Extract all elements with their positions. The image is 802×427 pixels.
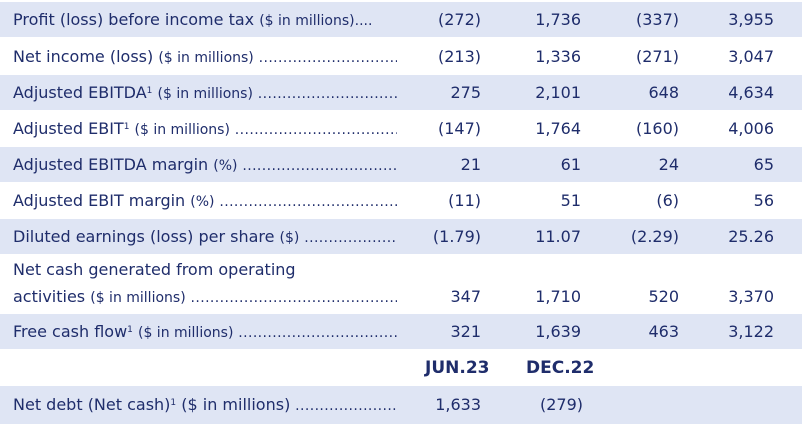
cell-value: (337) <box>635 10 679 29</box>
table-row: Adjusted EBITDA1 ($ in millions) 275 2,1… <box>0 75 802 110</box>
cell-value: 56 <box>753 191 774 210</box>
table-row: Adjusted EBIT1 ($ in millions) (147) 1,7… <box>0 111 802 146</box>
cell-value: (272) <box>437 10 481 29</box>
row-label: Free cash flow1 ($ in millions) <box>13 322 397 343</box>
cell-value: (2.29) <box>630 227 679 246</box>
column-header: JUN.23 <box>425 358 490 378</box>
column-header-row: JUN.23 DEC.22 <box>0 350 802 385</box>
cell-value: 463 <box>648 322 679 341</box>
column-header: DEC.22 <box>526 358 595 378</box>
row-label: Adjusted EBIT margin (%) <box>13 191 397 212</box>
table-row: Adjusted EBITDA margin (%) 21 61 24 65 <box>0 147 802 182</box>
cell-value: 65 <box>753 155 774 174</box>
table-row: Net debt (Net cash)1 ($ in millions) 1,6… <box>0 386 802 424</box>
table-row: Profit (loss) before income tax ($ in mi… <box>0 2 802 37</box>
cell-value: 321 <box>450 322 481 341</box>
row-label: Adjusted EBITDA margin (%) <box>13 155 397 176</box>
cell-value: 25.26 <box>728 227 774 246</box>
table-row: Adjusted EBIT margin (%) (11) 51 (6) 56 <box>0 183 802 218</box>
cell-value: 3,122 <box>728 322 774 341</box>
cell-value: 520 <box>648 287 679 306</box>
cell-value: 1,633 <box>435 395 481 414</box>
table-row: Net cash generated from operating activi… <box>0 255 802 313</box>
row-label: Net income (loss) ($ in millions) <box>13 47 397 68</box>
table-row: Diluted earnings (loss) per share ($) (1… <box>0 219 802 254</box>
cell-value: 2,101 <box>535 83 581 102</box>
cell-value: (6) <box>656 191 679 210</box>
cell-value: 1,336 <box>535 47 581 66</box>
cell-value: 1,639 <box>535 322 581 341</box>
cell-value: 3,370 <box>728 287 774 306</box>
cell-value: 24 <box>658 155 679 174</box>
row-label: Profit (loss) before income tax ($ in mi… <box>13 10 373 29</box>
cell-value: 1,710 <box>535 287 581 306</box>
row-label: Diluted earnings (loss) per share ($) <box>13 227 397 248</box>
row-label-line2: activities ($ in millions) <box>13 287 397 308</box>
cell-value: 275 <box>450 83 481 102</box>
cell-value: 3,047 <box>728 47 774 66</box>
cell-value: (213) <box>437 47 481 66</box>
row-label: Adjusted EBITDA1 ($ in millions) <box>13 83 397 104</box>
cell-value: 61 <box>560 155 581 174</box>
cell-value: 4,006 <box>728 119 774 138</box>
row-label-line1: Net cash generated from operating <box>13 260 296 279</box>
cell-value: 648 <box>648 83 679 102</box>
cell-value: (1.79) <box>432 227 481 246</box>
cell-value: 11.07 <box>535 227 581 246</box>
cell-value: 21 <box>460 155 481 174</box>
cell-value: 347 <box>450 287 481 306</box>
cell-value: (271) <box>635 47 679 66</box>
cell-value: (147) <box>437 119 481 138</box>
cell-value: 4,634 <box>728 83 774 102</box>
row-label: Adjusted EBIT1 ($ in millions) <box>13 119 397 140</box>
cell-value: 1,764 <box>535 119 581 138</box>
row-label: Net debt (Net cash)1 ($ in millions) <box>13 395 397 416</box>
cell-value: (160) <box>635 119 679 138</box>
cell-value: 51 <box>560 191 581 210</box>
cell-value: 3,955 <box>728 10 774 29</box>
cell-value: (279) <box>539 395 583 414</box>
cell-value: (11) <box>448 191 481 210</box>
cell-value: 1,736 <box>535 10 581 29</box>
table-row: Net income (loss) ($ in millions) (213) … <box>0 39 802 74</box>
table-row: Free cash flow1 ($ in millions) 321 1,63… <box>0 314 802 349</box>
